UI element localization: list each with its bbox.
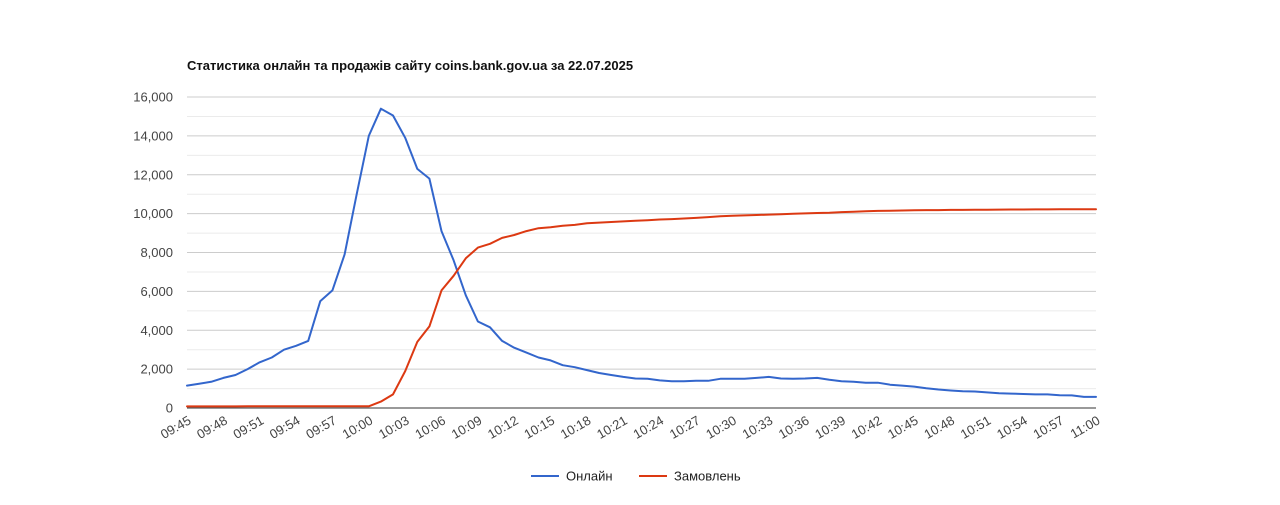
x-tick-label: 11:00 (1068, 413, 1103, 442)
x-tick-label: 10:54 (994, 413, 1030, 442)
x-tick-label: 10:00 (340, 413, 376, 442)
y-tick-label: 14,000 (133, 128, 173, 143)
x-tick-label: 10:12 (485, 413, 521, 442)
chart-title: Статистика онлайн та продажів сайту coin… (187, 58, 633, 73)
x-tick-label: 09:45 (158, 413, 194, 442)
x-tick-label: 10:42 (849, 413, 885, 442)
series-line-orders (186, 208, 1097, 408)
x-axis-ticks: 09:45 09:48 09:51 09:54 09:57 10:00 10:03 10:06… (158, 413, 1103, 442)
x-tick-label: 10:03 (376, 413, 412, 442)
x-tick-label: 10:24 (630, 413, 666, 442)
x-tick-label: 09:48 (194, 413, 230, 442)
legend: Онлайн Замовлень (531, 469, 741, 484)
x-tick-label: 09:54 (267, 413, 303, 442)
x-tick-label: 09:51 (231, 413, 267, 442)
legend-label: Онлайн (566, 469, 613, 484)
x-tick-label: 10:15 (521, 413, 557, 442)
y-tick-label: 2,000 (140, 362, 173, 377)
x-tick-label: 10:39 (812, 413, 848, 442)
y-tick-label: 16,000 (133, 90, 173, 105)
x-tick-label: 10:48 (921, 413, 957, 442)
y-tick-label: 6,000 (140, 284, 173, 299)
legend-label: Замовлень (674, 469, 741, 484)
y-tick-label: 8,000 (140, 245, 173, 260)
gridlines (187, 96, 1096, 409)
y-tick-label: 4,000 (140, 323, 173, 338)
y-tick-label: 0 (166, 401, 173, 416)
x-tick-label: 10:57 (1030, 413, 1066, 442)
x-tick-label: 10:18 (558, 413, 594, 442)
x-tick-label: 10:33 (740, 413, 776, 442)
x-tick-label: 10:27 (667, 413, 703, 442)
x-tick-label: 10:51 (958, 413, 994, 442)
x-tick-label: 10:30 (703, 413, 739, 442)
x-tick-label: 10:21 (594, 413, 630, 442)
y-tick-label: 10,000 (133, 206, 173, 221)
y-axis-ticks: 0 2,000 4,000 6,000 8,000 10,000 12,000 14,000 1… (133, 90, 173, 416)
x-tick-label: 10:09 (449, 413, 485, 442)
x-tick-label: 10:45 (885, 413, 921, 442)
x-tick-label: 10:36 (776, 413, 812, 442)
x-tick-label: 10:06 (412, 413, 448, 442)
series-line-online (186, 107, 1097, 398)
series-lines (186, 107, 1097, 408)
x-tick-label: 09:57 (303, 413, 339, 442)
y-tick-label: 12,000 (133, 167, 173, 182)
